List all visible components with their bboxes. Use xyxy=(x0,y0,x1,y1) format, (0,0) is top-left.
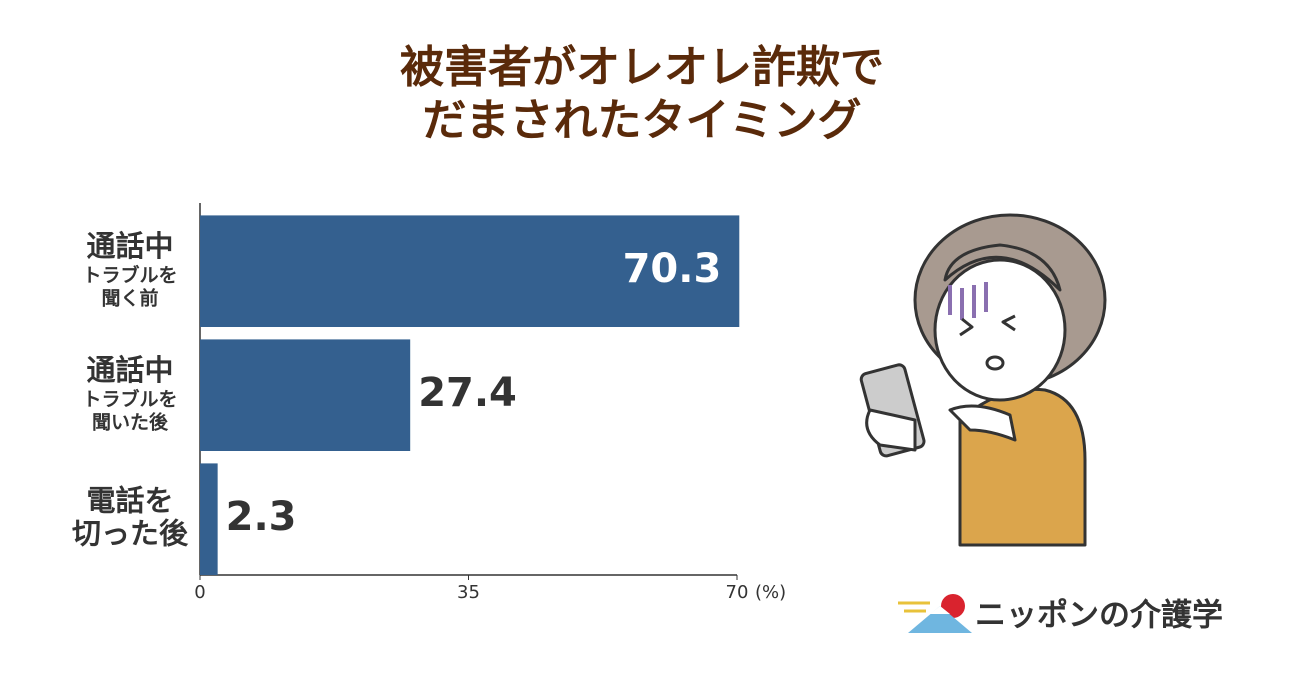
chart-title: だまされたタイミング xyxy=(422,95,861,146)
bar xyxy=(200,215,740,327)
brand-name: ニッポンの介護学 xyxy=(975,598,1223,634)
bar xyxy=(200,339,411,451)
y-tick-label: トラブルを xyxy=(82,388,177,411)
value-label: 2.3 xyxy=(226,494,297,540)
y-tick-label: 電話を xyxy=(86,484,173,518)
y-tick-label: 通話中 xyxy=(86,353,173,387)
y-tick-label: 聞く前 xyxy=(101,287,158,310)
title: 被害者がオレオレ詐欺で だまされたタイミング xyxy=(400,42,884,146)
chart-title: 被害者がオレオレ詐欺で xyxy=(400,42,884,93)
value-label: 70.3 xyxy=(623,246,722,292)
x-tick-label: 0 xyxy=(194,582,205,603)
x-unit: (%) xyxy=(755,582,786,603)
y-tick-label: 切った後 xyxy=(72,517,189,551)
x-tick-label: 35 xyxy=(457,582,480,603)
y-tick-label: 通話中 xyxy=(86,229,173,263)
value-label: 27.4 xyxy=(418,370,517,416)
bar xyxy=(200,463,218,575)
y-tick-label: トラブルを xyxy=(82,264,177,287)
x-tick-label: 70 xyxy=(726,582,749,603)
y-tick-label: 聞いた後 xyxy=(92,411,169,434)
brand-logo: ニッポンの介護学 xyxy=(898,594,1223,634)
illustration xyxy=(859,213,1107,547)
